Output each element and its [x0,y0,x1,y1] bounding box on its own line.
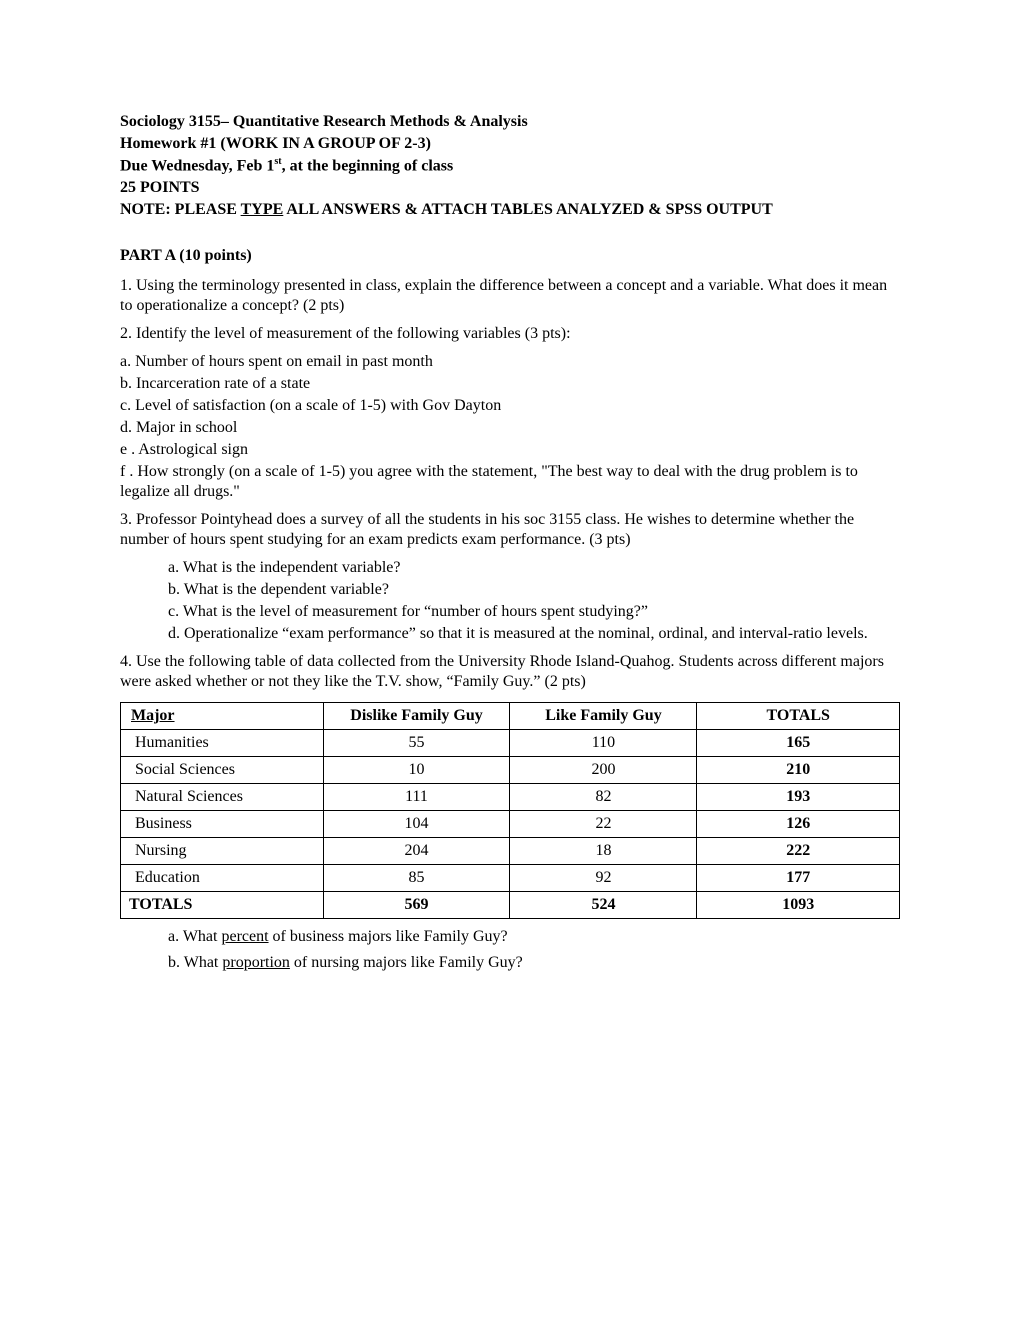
question-4-followup: a. What percent of business majors like … [120,927,900,973]
cell-like: 18 [510,838,697,865]
q4b-pre: b. What [168,954,222,971]
question-2-sublist: a. Number of hours spent on email in pas… [120,352,900,502]
cell-total: 126 [697,811,900,838]
cell-dislike: 10 [323,757,510,784]
question-1: 1. Using the terminology presented in cl… [120,276,900,316]
cell-dislike: 104 [323,811,510,838]
cell-like: 110 [510,730,697,757]
q3-item-d: d. Operationalize “exam performance” so … [168,624,900,644]
header-major-text: Major [131,707,175,724]
due-date-pre: Due Wednesday, Feb 1 [120,157,274,174]
table-row: Humanities 55 110 165 [121,730,900,757]
cell-total: 222 [697,838,900,865]
cell-major: Humanities [121,730,324,757]
q2-item-f: f . How strongly (on a scale of 1-5) you… [120,462,900,502]
due-date-suffix: st [274,156,281,167]
cell-major: Natural Sciences [121,784,324,811]
totals-like: 524 [510,892,697,919]
cell-major: Business [121,811,324,838]
totals-total: 1093 [697,892,900,919]
header-line-2: Homework #1 (WORK IN A GROUP OF 2-3) [120,134,900,154]
q4-item-a: a. What percent of business majors like … [168,927,900,947]
cell-total-value: 222 [786,842,810,859]
totals-label: TOTALS [121,892,324,919]
cell-total: 177 [697,865,900,892]
q2-item-d: d. Major in school [120,418,900,438]
question-3-sublist: a. What is the independent variable? b. … [120,558,900,644]
table-header-row: Major Dislike Family Guy Like Family Guy… [121,703,900,730]
header-totals: TOTALS [697,703,900,730]
note-pre: NOTE: PLEASE [120,201,241,218]
cell-total-value: 210 [786,761,810,778]
due-date-post: , at the beginning of class [282,157,454,174]
header-dislike: Dislike Family Guy [323,703,510,730]
cell-dislike: 204 [323,838,510,865]
q4b-underline: proportion [222,954,290,971]
cell-major: Social Sciences [121,757,324,784]
question-3: 3. Professor Pointyhead does a survey of… [120,510,900,550]
q2-item-a: a. Number of hours spent on email in pas… [120,352,900,372]
cell-dislike: 55 [323,730,510,757]
table-totals-row: TOTALS 569 524 1093 [121,892,900,919]
table-row: Nursing 204 18 222 [121,838,900,865]
cell-like: 92 [510,865,697,892]
q2-item-e: e . Astrological sign [120,440,900,460]
cell-total: 165 [697,730,900,757]
question-2: 2. Identify the level of measurement of … [120,324,900,344]
header-line-1: Sociology 3155– Quantitative Research Me… [120,112,900,132]
q4-item-b: b. What proportion of nursing majors lik… [168,953,900,973]
cell-total-value: 193 [786,788,810,805]
header-like: Like Family Guy [510,703,697,730]
q3-item-a: a. What is the independent variable? [168,558,900,578]
cell-total: 210 [697,757,900,784]
q3-item-c: c. What is the level of measurement for … [168,602,900,622]
cell-dislike: 85 [323,865,510,892]
table-row: Education 85 92 177 [121,865,900,892]
cell-major: Nursing [121,838,324,865]
family-guy-table: Major Dislike Family Guy Like Family Guy… [120,702,900,919]
table-row: Natural Sciences 111 82 193 [121,784,900,811]
note-post: ALL ANSWERS & ATTACH TABLES ANALYZED & S… [283,201,772,218]
part-a-heading: PART A (10 points) [120,246,900,266]
q2-item-b: b. Incarceration rate of a state [120,374,900,394]
note-underline: TYPE [241,201,284,218]
header-line-5: NOTE: PLEASE TYPE ALL ANSWERS & ATTACH T… [120,200,900,220]
cell-like: 82 [510,784,697,811]
cell-total-value: 177 [786,869,810,886]
q4b-post: of nursing majors like Family Guy? [290,954,523,971]
cell-dislike: 111 [323,784,510,811]
header-line-4: 25 POINTS [120,178,900,198]
q2-item-c: c. Level of satisfaction (on a scale of … [120,396,900,416]
q4a-pre: a. What [168,928,221,945]
table-row: Social Sciences 10 200 210 [121,757,900,784]
totals-dislike: 569 [323,892,510,919]
header-line-3: Due Wednesday, Feb 1st, at the beginning… [120,156,900,176]
cell-major: Education [121,865,324,892]
table-row: Business 104 22 126 [121,811,900,838]
cell-total-value: 165 [786,734,810,751]
document-header: Sociology 3155– Quantitative Research Me… [120,112,900,220]
cell-total: 193 [697,784,900,811]
question-4: 4. Use the following table of data colle… [120,652,900,692]
q4a-underline: percent [221,928,268,945]
cell-like: 200 [510,757,697,784]
q4a-post: of business majors like Family Guy? [269,928,508,945]
cell-like: 22 [510,811,697,838]
header-major: Major [121,703,324,730]
cell-total-value: 126 [786,815,810,832]
q3-item-b: b. What is the dependent variable? [168,580,900,600]
